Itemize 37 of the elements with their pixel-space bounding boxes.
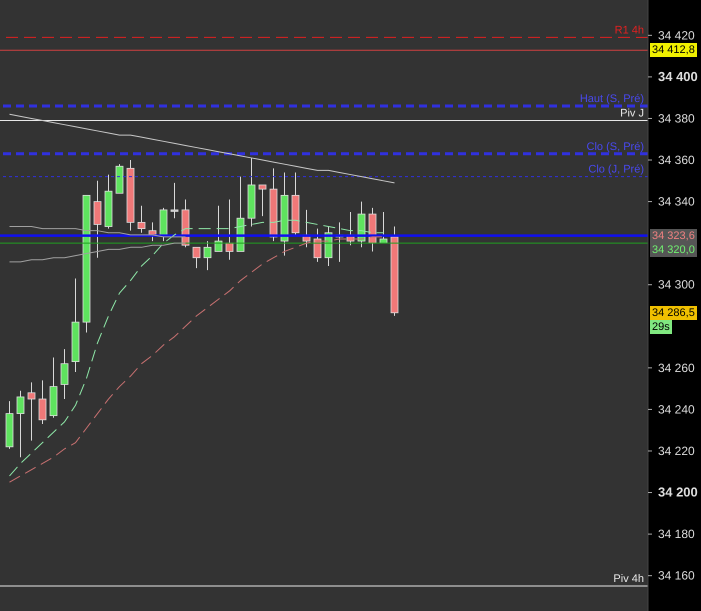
candlestick <box>16 390 24 458</box>
y-tick-label: 34 220 <box>658 444 696 458</box>
y-tick-label: 34 200 <box>658 484 698 500</box>
candlestick <box>258 184 266 217</box>
y-tick-label: 34 240 <box>658 402 696 416</box>
ref-line-label: Piv J <box>620 108 644 120</box>
y-tick-label: 34 300 <box>658 278 696 292</box>
candlestick <box>28 382 36 442</box>
candlestick <box>226 199 234 260</box>
ref-line-label: Clo (J, Pré) <box>588 164 644 176</box>
candlestick <box>204 240 212 271</box>
text: 34 320,0 <box>650 242 697 257</box>
candlestick <box>60 348 68 400</box>
line-series <box>9 114 395 184</box>
candlestick <box>138 205 146 234</box>
text: 34 286,5 <box>650 306 697 320</box>
candlestick <box>314 228 322 262</box>
ref-line-label: R1 4h <box>614 24 644 36</box>
candlestick <box>214 205 222 252</box>
y-tick-label: 34 340 <box>658 194 696 209</box>
y-tick-label: 34 360 <box>658 153 696 168</box>
ref-line-label: Piv 4h <box>613 573 644 586</box>
text: 34 412,8 <box>650 43 697 58</box>
candlestick <box>170 182 178 219</box>
candlestick <box>38 380 46 424</box>
candlestick <box>192 246 200 269</box>
text: 34 323,6 <box>650 228 697 243</box>
text: 29s <box>650 320 672 334</box>
ref-line-label: Clo (S, Pré) <box>586 140 644 153</box>
y-tick-label: 34 180 <box>658 527 696 542</box>
y-tick-label: 34 380 <box>658 111 696 126</box>
y-tick-label: 34 400 <box>658 68 698 84</box>
y-tick-label: 34 420 <box>658 28 696 42</box>
candlestick <box>94 180 102 258</box>
y-tick-label: 34 260 <box>658 360 696 375</box>
ref-line-label: Haut (S, Pré) <box>580 92 644 105</box>
y-tick-label: 34 160 <box>658 568 696 583</box>
